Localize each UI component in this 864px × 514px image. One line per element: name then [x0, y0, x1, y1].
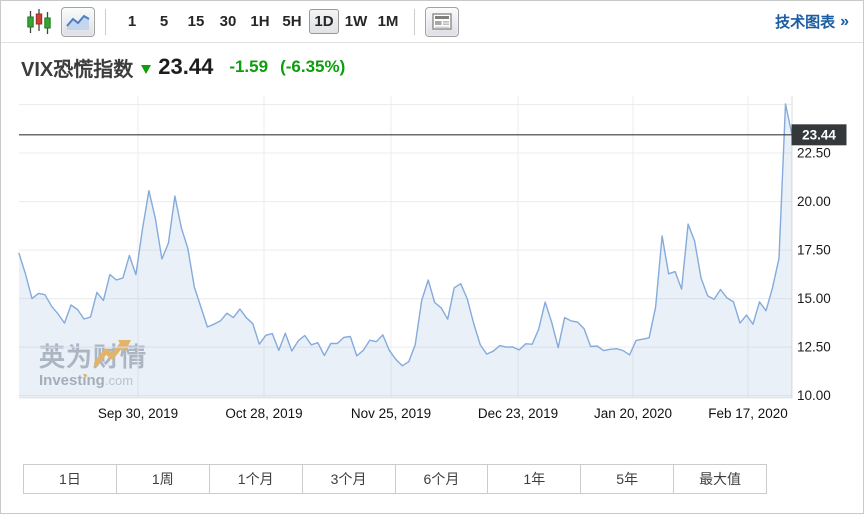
investing-logo-dot	[84, 373, 87, 377]
toolbar-separator	[414, 8, 415, 35]
technical-chart-link[interactable]: 技术图表 »	[775, 11, 849, 32]
interval-button-1[interactable]: 1	[117, 9, 147, 34]
y-axis-labels: 22.50 20.00 17.50 15.00 12.50 10.00	[797, 146, 831, 404]
technical-chart-label: 技术图表	[775, 14, 836, 31]
price-down-arrow-icon	[141, 64, 152, 74]
watermark-tld-text: .com	[105, 373, 133, 388]
range-button-1week[interactable]: 1周	[116, 465, 210, 493]
interval-button-1m[interactable]: 1M	[373, 9, 403, 34]
x-axis-labels: Sep 30, 2019 Oct 28, 2019 Nov 25, 2019 Dec …	[98, 406, 788, 421]
chart-toolbar: 1 5 15 30 1H 5H 1D 1W 1M 技术图表 »	[1, 1, 863, 43]
svg-text:Jan 20, 2020: Jan 20, 2020	[594, 406, 672, 421]
svg-text:Nov 25, 2019: Nov 25, 2019	[351, 406, 431, 421]
news-panel-button[interactable]	[425, 6, 459, 37]
double-chevron-right-icon: »	[840, 12, 849, 30]
svg-text:Dec 23, 2019: Dec 23, 2019	[478, 406, 558, 421]
interval-button-15[interactable]: 15	[181, 9, 211, 34]
svg-text:Feb 17, 2020: Feb 17, 2020	[708, 406, 788, 421]
svg-text:12.50: 12.50	[797, 340, 831, 355]
quote-header: VIX恐慌指数 23.44 -1.59 (-6.35%)	[1, 44, 863, 90]
range-button-max[interactable]: 最大值	[674, 465, 766, 493]
instrument-name: VIX恐慌指数	[21, 58, 134, 81]
range-button-6months[interactable]: 6个月	[395, 465, 489, 493]
chart-gridlines	[19, 96, 793, 399]
chart-area-series	[18, 103, 793, 398]
current-price-badge: 23.44	[791, 124, 847, 146]
interval-button-5h[interactable]: 5H	[277, 9, 307, 34]
candlestick-chart-icon[interactable]	[27, 8, 51, 36]
interval-button-1h[interactable]: 1H	[245, 9, 275, 34]
toolbar-separator	[105, 8, 106, 35]
range-button-1day[interactable]: 1日	[24, 465, 117, 493]
range-button-1month[interactable]: 1个月	[209, 465, 303, 493]
range-button-3months[interactable]: 3个月	[302, 465, 396, 493]
svg-text:22.50: 22.50	[797, 146, 831, 161]
interval-buttons: 1 5 15 30 1H 5H 1D 1W 1M	[116, 9, 404, 34]
interval-button-5[interactable]: 5	[149, 9, 179, 34]
price-chart[interactable]: 22.50 20.00 17.50 15.00 12.50 10.00 Sep 30, 2…	[1, 1, 864, 461]
interval-button-30[interactable]: 30	[213, 9, 243, 34]
svg-text:15.00: 15.00	[797, 291, 831, 306]
price-change-percent: (-6.35%)	[280, 57, 346, 76]
investing-logo-bolt-icon	[94, 340, 131, 367]
watermark-brand-text: Investing	[39, 372, 105, 389]
svg-text:Oct 28, 2019: Oct 28, 2019	[225, 406, 302, 421]
svg-text:Sep 30, 2019: Sep 30, 2019	[98, 406, 178, 421]
svg-text:23.44: 23.44	[802, 128, 836, 143]
price-change: -1.59	[229, 57, 269, 76]
range-button-1year[interactable]: 1年	[488, 465, 582, 493]
interval-button-1w[interactable]: 1W	[341, 9, 371, 34]
svg-text:10.00: 10.00	[797, 388, 831, 403]
interval-button-1d[interactable]: 1D	[309, 9, 339, 34]
last-price: 23.44	[158, 54, 214, 79]
svg-text:17.50: 17.50	[797, 243, 831, 258]
range-buttons: 1日 1周 1个月 3个月 6个月 1年 5年 最大值	[23, 464, 767, 494]
range-button-5years[interactable]: 5年	[581, 465, 675, 493]
svg-text:20.00: 20.00	[797, 194, 831, 209]
line-chart-button[interactable]	[61, 6, 95, 37]
